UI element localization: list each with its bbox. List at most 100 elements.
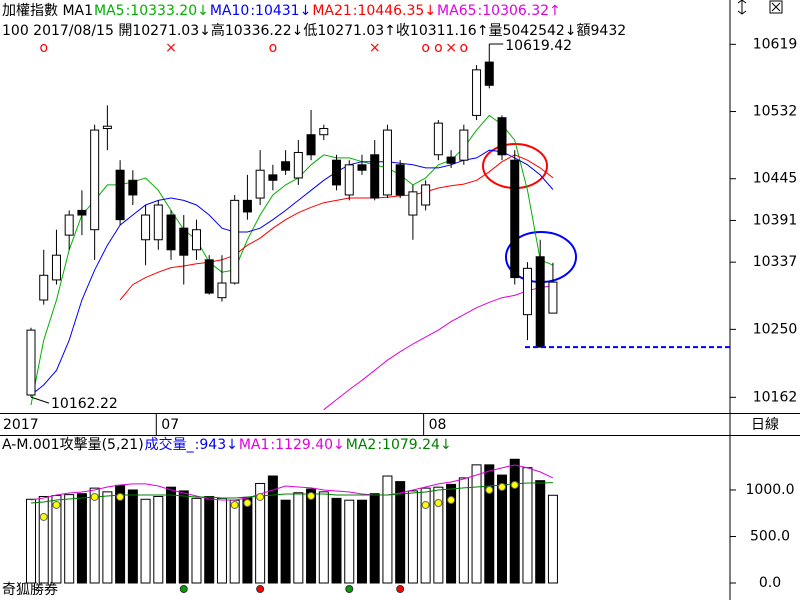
y-tick-label: 10619 (753, 36, 798, 52)
x-tick-label: 07 (161, 417, 179, 433)
volume-bar (331, 497, 342, 584)
volume-bar (102, 491, 113, 584)
candle-body (77, 209, 87, 216)
candle-body (102, 125, 112, 130)
candle-body (115, 169, 125, 221)
candle-body (497, 117, 507, 156)
volume-bar (216, 497, 227, 584)
y-tick-label: 0.0 (759, 575, 781, 591)
volume-bar (255, 482, 266, 584)
volume-bar (547, 494, 558, 584)
volume-panel (26, 458, 558, 584)
candle-body (166, 214, 176, 251)
volume-bar (446, 483, 457, 584)
candle-body (459, 129, 469, 161)
brand: 奇狐勝券 (2, 581, 58, 598)
volume-bar (471, 464, 482, 584)
signal-dot (396, 585, 405, 593)
volume-bar (497, 474, 508, 584)
volume-bar (204, 495, 215, 584)
volume-bar (420, 487, 431, 584)
volume-bar (267, 475, 278, 584)
volume-bar (89, 487, 100, 584)
candle-body (128, 179, 138, 196)
max-label: 10619.42 (505, 38, 572, 54)
signal-dot (256, 585, 265, 593)
x-tick-label: 08 (429, 417, 447, 433)
header-text: MA1 (239, 437, 270, 453)
candle-body (522, 267, 532, 316)
volume-bar (369, 493, 380, 584)
y-tick-label: 10445 (753, 171, 798, 187)
min-label: 10162.22 (51, 396, 118, 412)
header-text: MA10 (210, 3, 249, 19)
candle-body (230, 199, 240, 284)
volume-bar (127, 489, 138, 584)
header-text: 成交量_ (145, 436, 195, 453)
candle-body (39, 274, 49, 301)
volume-bar (242, 496, 253, 584)
candle-body (344, 164, 354, 196)
candle-body (370, 154, 380, 199)
volume-dot (243, 499, 252, 507)
header-text: A-M.001攻擊量(5,21) (2, 436, 144, 453)
header-text: :943↓ (195, 437, 238, 453)
header-text: :10446.35↓ (353, 3, 436, 19)
toolbar-icons[interactable] (737, 0, 783, 15)
candle-body (255, 169, 265, 199)
ma-line (323, 285, 553, 411)
volume-bar (509, 458, 520, 584)
candle-body (26, 329, 36, 396)
y-tick-label: 10391 (753, 212, 798, 228)
candle-body (293, 151, 303, 179)
volume-bar (280, 499, 291, 584)
x-tick-label: 2017 (3, 417, 39, 433)
signal: o (460, 40, 469, 56)
candle-body (90, 129, 100, 231)
volume-bar (433, 486, 444, 584)
candle-body (548, 281, 558, 314)
header-text: :1129.40↓ (270, 437, 344, 453)
header-text: MA21 (312, 3, 351, 19)
y-tick-label: 10532 (753, 104, 798, 120)
scroll-icon[interactable] (737, 0, 747, 15)
volume-dot (230, 500, 239, 509)
ma-line (30, 114, 554, 406)
candle-body (472, 69, 482, 116)
header-text: MA5 (94, 3, 125, 19)
candle-body (153, 204, 163, 241)
candle-body (535, 256, 545, 348)
volume-dot (498, 483, 507, 491)
close-icon[interactable] (769, 0, 783, 14)
volume-dot (307, 492, 316, 501)
candle-body (141, 214, 151, 241)
volume-bar (38, 495, 49, 584)
volume-bar (76, 493, 87, 584)
volume-bar (318, 491, 329, 584)
header-text: MA65 (437, 3, 476, 19)
candle-body (191, 229, 201, 251)
candle-body (395, 164, 405, 196)
y-tick-label: 1000.0 (746, 482, 795, 498)
header-text: MA2 (346, 437, 377, 453)
volume-dot (510, 480, 519, 489)
candle-body (484, 61, 494, 86)
volume-dot (256, 492, 265, 501)
signal: × (445, 40, 457, 56)
signal-dot (179, 585, 188, 593)
candle-body (281, 161, 291, 171)
candle-body (332, 159, 342, 186)
candle-body (268, 174, 278, 181)
volume-bar (458, 477, 469, 584)
volume-bar (395, 481, 406, 584)
candle-body (217, 282, 227, 299)
signal: o (434, 40, 443, 56)
volume-bar (356, 499, 367, 584)
volume-bar (535, 480, 546, 584)
volume-bar (484, 464, 495, 584)
volume-bar (522, 467, 533, 584)
y-tick-label: 10162 (753, 389, 798, 405)
volume-dot (39, 512, 48, 521)
period-label[interactable]: 日線 (751, 417, 779, 433)
volume-bar (191, 497, 202, 584)
